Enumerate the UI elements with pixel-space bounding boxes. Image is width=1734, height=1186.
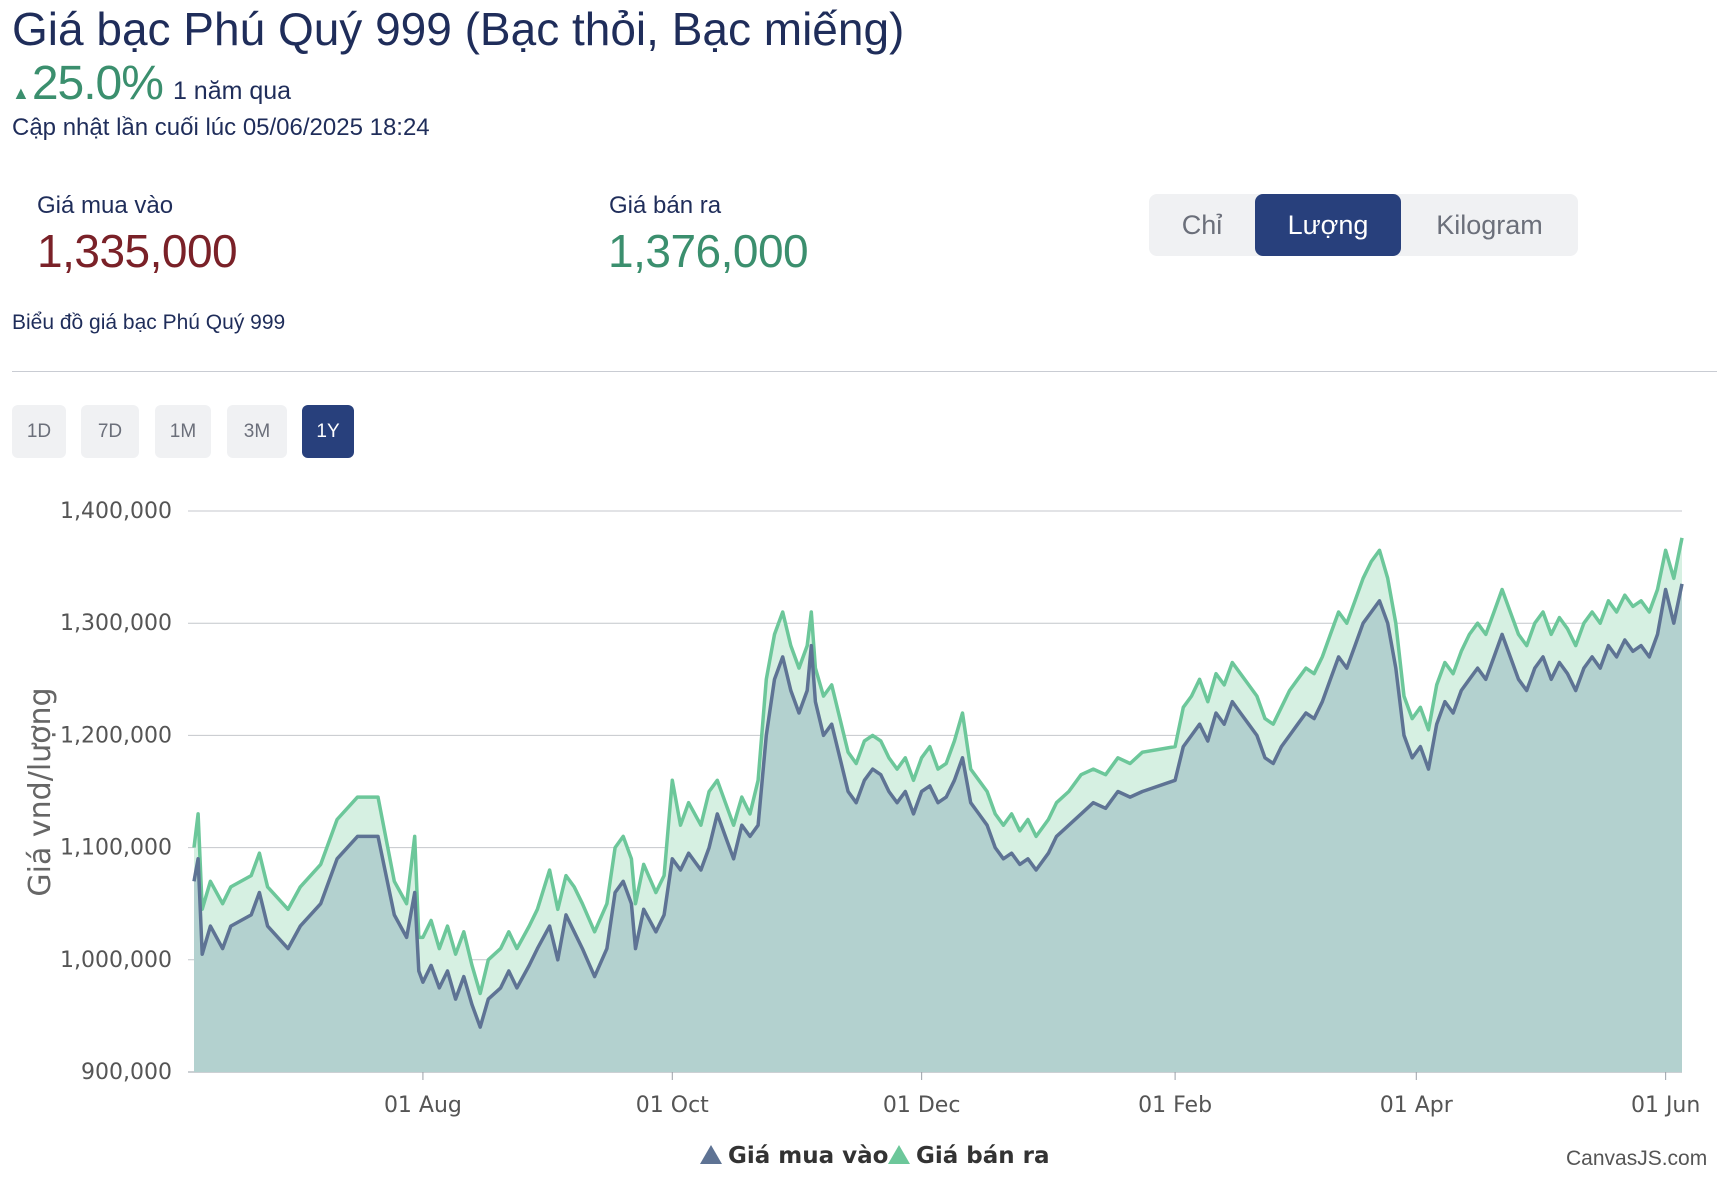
y-tick-label: 1,300,000 xyxy=(60,611,172,636)
page-title: Giá bạc Phú Quý 999 (Bạc thỏi, Bạc miếng… xyxy=(12,3,905,55)
legend-buy-marker xyxy=(700,1145,722,1164)
unit-chi-button[interactable]: Chỉ xyxy=(1181,209,1223,240)
y-axis-title: Giá vnd/lượng xyxy=(23,687,58,896)
chart-caption: Biểu đồ giá bạc Phú Quý 999 xyxy=(12,311,286,334)
x-tick-label: 01 Feb xyxy=(1138,1093,1212,1118)
range-1d-button[interactable]: 1D xyxy=(12,405,66,458)
y-tick-label: 900,000 xyxy=(81,1060,172,1085)
x-tick-label: 01 Dec xyxy=(883,1093,961,1118)
y-tick-label: 1,000,000 xyxy=(60,948,172,973)
y-tick-label: 1,200,000 xyxy=(60,723,172,748)
x-tick-label: 01 Jun xyxy=(1631,1093,1700,1118)
range-1y-button[interactable]: 1Y xyxy=(302,405,354,458)
legend-buy-label: Giá mua vào xyxy=(728,1143,888,1169)
range-1m-button[interactable]: 1M xyxy=(155,405,211,458)
legend-sell-label: Giá bán ra xyxy=(916,1143,1050,1169)
buy-series-line xyxy=(192,583,1684,1029)
buy-series-area xyxy=(194,583,1682,1072)
divider xyxy=(12,371,1717,372)
chart-credit: CanvasJS.com xyxy=(1566,1147,1708,1170)
buy-price-value: 1,335,000 xyxy=(37,225,238,277)
unit-luong-button[interactable]: Lượng xyxy=(1255,194,1401,256)
price-change: ▲ 25.0% 1 năm qua xyxy=(12,56,291,111)
x-tick-label: 01 Aug xyxy=(384,1093,462,1118)
y-tick-label: 1,100,000 xyxy=(60,836,172,861)
trend-up-icon: ▲ xyxy=(12,83,30,103)
legend-sell-marker xyxy=(888,1145,910,1164)
x-tick-label: 01 Oct xyxy=(636,1093,709,1118)
range-7d-button[interactable]: 7D xyxy=(81,405,139,458)
unit-selector: Chỉ Lượng Kilogram xyxy=(1149,194,1578,256)
chart-legend: Giá mua vào Giá bán ra xyxy=(700,1143,1050,1169)
x-tick-label: 01 Apr xyxy=(1380,1093,1454,1118)
change-period: 1 năm qua xyxy=(172,77,292,105)
y-tick-label: 1,400,000 xyxy=(60,499,172,524)
range-3m-button[interactable]: 3M xyxy=(227,405,287,458)
change-percent: 25.0% xyxy=(31,57,164,110)
buy-price-label: Giá mua vào xyxy=(37,192,174,219)
unit-kilogram-button[interactable]: Kilogram xyxy=(1436,209,1543,240)
last-updated: Cập nhật lần cuối lúc 05/06/2025 18:24 xyxy=(12,114,430,141)
sell-price-value: 1,376,000 xyxy=(608,225,809,277)
sell-series-line xyxy=(192,537,1684,996)
sell-price-label: Giá bán ra xyxy=(609,192,722,219)
